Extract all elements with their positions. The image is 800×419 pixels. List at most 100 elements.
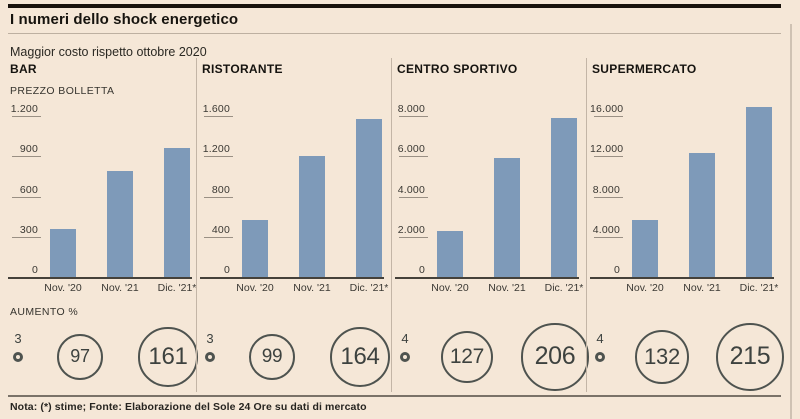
panel-separator	[391, 58, 392, 392]
y-tick-label: 0	[223, 264, 230, 276]
x-tick-label: Dic. '21*	[157, 282, 197, 294]
bar	[689, 153, 715, 277]
increase-circle: 132	[635, 330, 689, 384]
panel-title: CENTRO SPORTIVO	[397, 62, 518, 76]
y-tick-label: 2.000	[397, 223, 425, 236]
increase-dot	[400, 352, 410, 362]
y-tick-mark	[204, 156, 233, 158]
bar	[494, 158, 520, 277]
source-note: Nota: (*) stime; Fonte: Elaborazione del…	[10, 401, 367, 413]
y-tick-label: 16.000	[590, 103, 624, 115]
panel-separator	[196, 58, 197, 392]
bar	[746, 106, 772, 277]
y-tick-label: 1.600	[202, 103, 230, 115]
increase-dot	[205, 352, 215, 362]
title-underline	[8, 33, 781, 34]
y-tick-mark	[204, 116, 233, 117]
bar	[107, 171, 133, 277]
x-tick-label: Nov. '20	[236, 282, 274, 294]
y-tick-label: 600	[19, 183, 38, 196]
y-tick-label: 8.000	[592, 183, 620, 196]
page-title: I numeri dello shock energetico	[10, 11, 239, 28]
increase-circle: 97	[56, 333, 104, 381]
x-tick-label: Nov. '21	[101, 282, 139, 294]
x-tick-label: Dic. '21*	[349, 282, 389, 294]
increase-circle: 99	[248, 333, 296, 381]
increase-dot	[595, 352, 605, 362]
bar	[437, 230, 463, 277]
panel-separator	[586, 58, 587, 392]
y-tick-label: 0	[613, 264, 620, 276]
y-tick-mark	[399, 196, 428, 198]
bar	[299, 156, 325, 277]
panel-title: BAR	[10, 62, 37, 76]
y-tick-label: 0	[418, 264, 425, 276]
y-tick-mark	[399, 116, 428, 117]
increase-circle: 215	[715, 322, 785, 392]
x-tick-label: Nov. '21	[488, 282, 526, 294]
panel-title: SUPERMERCATO	[592, 62, 697, 76]
x-axis-baseline	[590, 277, 774, 279]
increase-caption: AUMENTO %	[10, 306, 79, 318]
x-axis-baseline	[200, 277, 384, 279]
y-tick-label: 300	[19, 223, 38, 236]
y-tick-mark	[12, 156, 41, 158]
y-tick-mark	[594, 196, 623, 198]
y-tick-mark	[594, 156, 623, 158]
y-tick-mark	[12, 196, 41, 198]
y-tick-label: 4.000	[397, 183, 425, 196]
chart-panel-supermercato: SUPERMERCATO 16.000 12.000 8.000 4.000 0 Nov. …	[590, 58, 785, 392]
y-tick-mark	[204, 196, 233, 198]
x-tick-label: Nov. '20	[626, 282, 664, 294]
chart-panel-centro-sportivo: CENTRO SPORTIVO 8.000 6.000 4.000 2.000 0 Nov.…	[395, 58, 589, 392]
x-axis-baseline	[395, 277, 579, 279]
chart-panel-bar: BAR PREZZO BOLLETTA AUMENTO % 1.200 900 600 30…	[8, 58, 198, 392]
increase-circle: 164	[330, 327, 390, 387]
bar	[50, 228, 76, 277]
y-axis-caption: PREZZO BOLLETTA	[10, 85, 115, 97]
y-tick-mark	[12, 236, 41, 238]
increase-dot	[13, 352, 23, 362]
page-subtitle: Maggior costo rispetto ottobre 2020	[10, 45, 207, 59]
y-tick-label: 1.200	[10, 103, 38, 115]
increase-value-small: 3	[206, 331, 214, 346]
increase-value-small: 3	[14, 331, 22, 346]
panel-title: RISTORANTE	[202, 62, 283, 76]
increase-circle: 206	[521, 323, 589, 391]
increase-value-small: 4	[401, 331, 409, 346]
y-tick-label: 12.000	[590, 143, 624, 156]
x-tick-label: Nov. '20	[431, 282, 469, 294]
y-tick-label: 900	[19, 143, 38, 156]
y-tick-label: 4.000	[592, 223, 620, 236]
y-tick-label: 800	[211, 183, 230, 196]
x-tick-label: Nov. '21	[293, 282, 331, 294]
increase-circle: 127	[440, 330, 494, 384]
y-tick-label: 8.000	[397, 103, 425, 115]
top-rule	[8, 4, 781, 8]
y-tick-label: 1.200	[202, 143, 230, 156]
bar	[632, 219, 658, 277]
y-tick-mark	[399, 156, 428, 158]
bar	[242, 219, 268, 277]
y-tick-mark	[12, 116, 41, 117]
bar	[356, 119, 382, 277]
x-tick-label: Nov. '20	[44, 282, 82, 294]
x-tick-label: Dic. '21*	[544, 282, 584, 294]
y-tick-mark	[594, 116, 623, 117]
page-column-rule	[790, 24, 792, 419]
y-tick-mark	[594, 236, 623, 238]
x-tick-label: Nov. '21	[683, 282, 721, 294]
y-tick-mark	[204, 236, 233, 238]
y-tick-label: 0	[31, 264, 38, 276]
x-tick-label: Dic. '21*	[739, 282, 779, 294]
increase-circle: 161	[138, 327, 198, 387]
chart-panel-ristorante: RISTORANTE 1.600 1.200 800 400 0 Nov. '20 Nov. …	[200, 58, 390, 392]
x-axis-baseline	[8, 277, 192, 279]
bar	[551, 118, 577, 277]
bar	[164, 148, 190, 277]
increase-value-small: 4	[596, 331, 604, 346]
y-tick-label: 6.000	[397, 143, 425, 156]
footer-rule	[8, 395, 781, 397]
y-tick-label: 400	[211, 223, 230, 236]
